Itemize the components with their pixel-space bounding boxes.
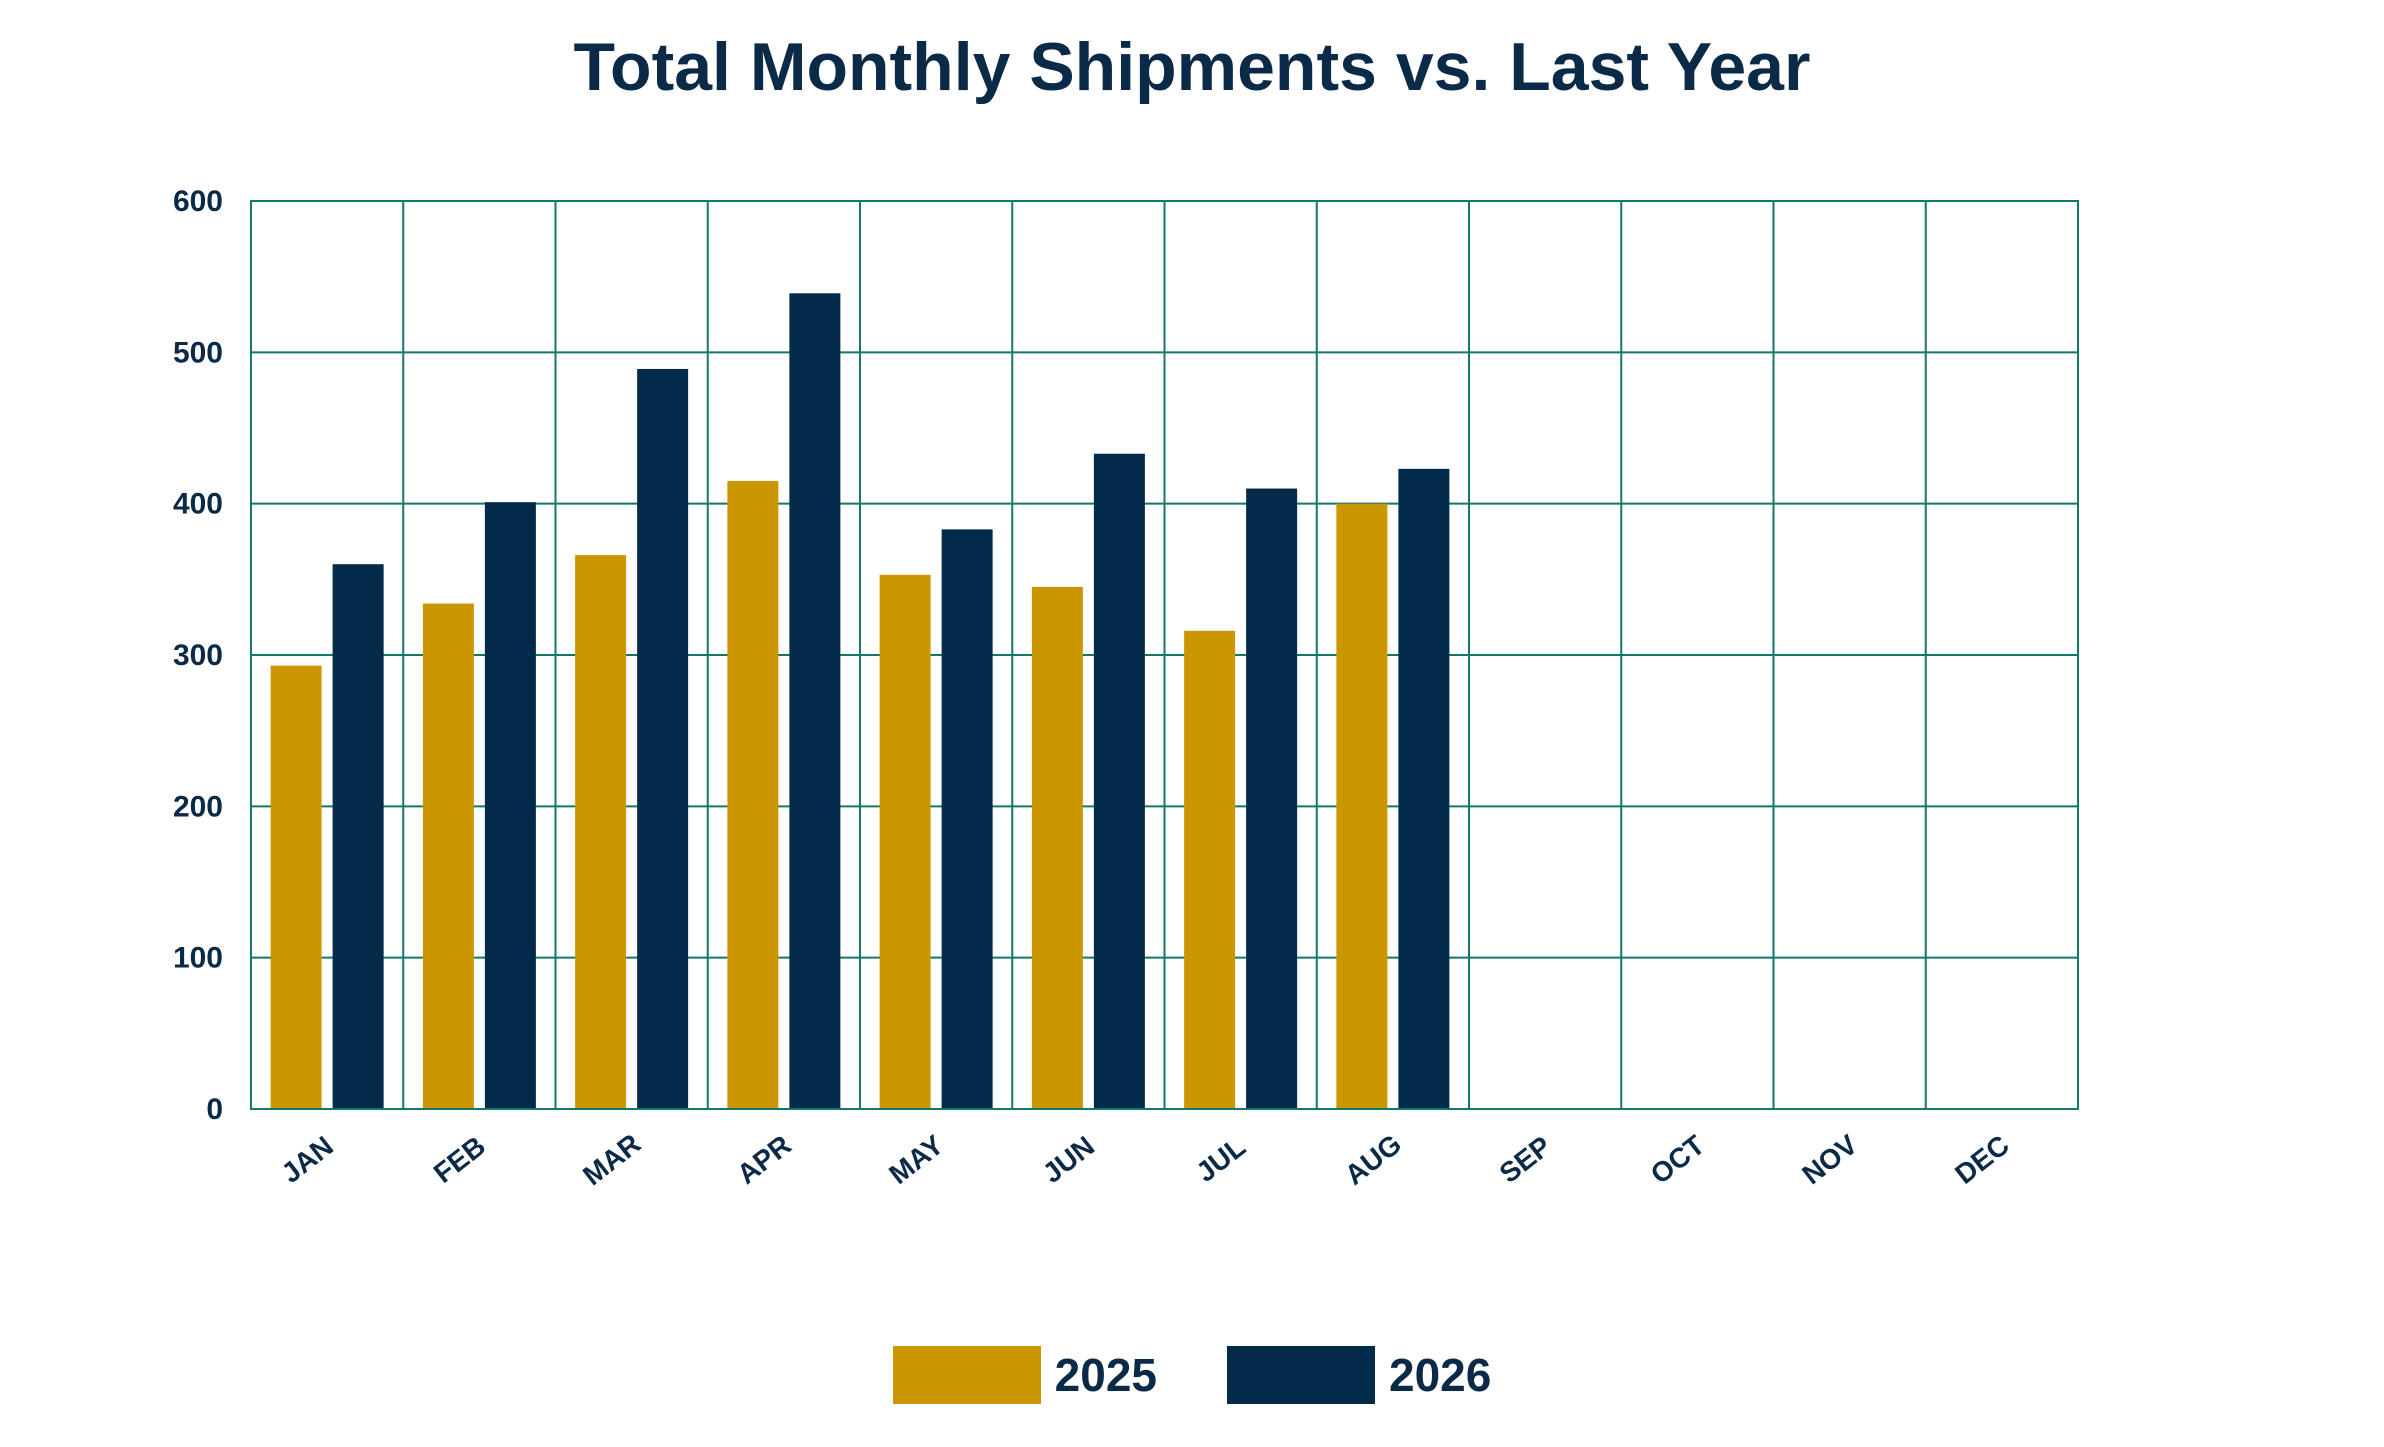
x-axis-tick-labels: JAN FEB MAR APR MAY JUN JUL AUG SEP OCT NOV DEC: [276, 1128, 2015, 1192]
x-tick-label-feb: FEB: [428, 1130, 491, 1189]
x-tick-label-nov: NOV: [1796, 1128, 1863, 1190]
legend-item-2026: 2026: [1227, 1346, 1491, 1404]
x-tick-label-oct: OCT: [1645, 1129, 1711, 1190]
legend-item-2025: 2025: [892, 1346, 1157, 1404]
x-tick-label-aug: AUG: [1339, 1128, 1407, 1191]
legend-swatch-2025: [892, 1346, 1041, 1404]
plot-frame: [250, 200, 2079, 1110]
x-tick-label-apr: APR: [731, 1129, 797, 1190]
legend: 2025 2026: [0, 1346, 2384, 1404]
x-tick-label-may: MAY: [883, 1129, 949, 1190]
bar-2026-jan: [332, 564, 384, 1109]
y-tick-label-0: 0: [206, 1093, 223, 1126]
bar-2026-jul: [1246, 488, 1298, 1109]
chart-title: Total Monthly Shipments vs. Last Year: [573, 29, 1811, 105]
bar-2026-aug: [1398, 468, 1450, 1109]
plot-border: [250, 200, 2079, 1110]
bar-2026-may: [941, 529, 993, 1109]
grid-lines: [251, 200, 2078, 1110]
bar-2026-feb: [484, 502, 536, 1109]
x-tick-label-jan: JAN: [276, 1130, 339, 1189]
bar-2025-mar: [575, 555, 627, 1109]
legend-label-2026: 2026: [1389, 1349, 1492, 1401]
bar-2025-may: [879, 574, 931, 1109]
bar-2026-jun: [1093, 453, 1145, 1109]
legend-label-2025: 2025: [1054, 1349, 1157, 1401]
y-tick-label-200: 200: [173, 790, 223, 823]
bar-2025-apr: [727, 480, 779, 1109]
y-tick-label-400: 400: [173, 488, 223, 521]
bar-2025-aug: [1336, 503, 1388, 1110]
legend-swatch-2026: [1227, 1346, 1375, 1404]
y-tick-label-500: 500: [173, 336, 223, 369]
bar-2025-jun: [1031, 586, 1083, 1109]
bar-2026-apr: [789, 293, 841, 1109]
bar-2025-jul: [1184, 630, 1236, 1109]
x-tick-label-jul: JUL: [1190, 1131, 1251, 1188]
bar-2026-mar: [637, 368, 689, 1110]
bar-2025-jan: [270, 665, 322, 1109]
bars: [270, 293, 1450, 1110]
y-axis-tick-labels: 0 100 200 300 400 500 600: [173, 185, 223, 1126]
x-tick-label-mar: MAR: [577, 1128, 646, 1192]
y-tick-label-100: 100: [173, 942, 223, 975]
y-tick-label-600: 600: [173, 185, 223, 218]
x-tick-label-sep: SEP: [1494, 1130, 1557, 1189]
bar-2025-feb: [422, 603, 474, 1109]
y-tick-label-300: 300: [173, 639, 223, 672]
x-tick-label-jun: JUN: [1037, 1130, 1100, 1189]
x-tick-label-dec: DEC: [1949, 1129, 2015, 1190]
